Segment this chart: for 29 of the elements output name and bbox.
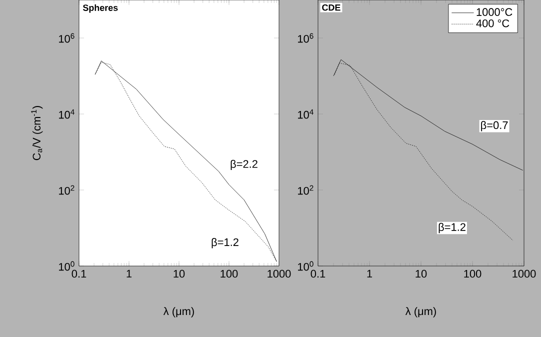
x-axis-title: λ (μm): [405, 307, 436, 318]
annotation: β=2.2: [230, 160, 258, 170]
x-tick-label: 1000: [268, 270, 291, 278]
annotation: β=0.7: [481, 121, 508, 132]
x-tick-label: 1: [126, 270, 132, 278]
y-tick-label: 10$^{4}$: [59, 109, 74, 119]
chart-title: CDE: [322, 4, 340, 11]
y-tick-label: 10$^{6}$: [59, 33, 74, 43]
annotation: β=1.2: [438, 222, 466, 234]
legend-label: 1000°C: [476, 8, 512, 16]
x-tick-label: 10: [174, 270, 185, 278]
y-axis-title: C$_{a}$/V (cm$^{-1}$): [31, 106, 43, 160]
x-tick-label: 1000: [512, 270, 536, 278]
x-tick-label: 100: [220, 270, 238, 278]
legend-label: 400 °C: [476, 19, 510, 28]
y-tick-label: 10$^{6}$: [298, 33, 314, 43]
x-tick-label: 100: [464, 270, 482, 278]
x-tick-label: 0.1: [72, 270, 86, 278]
annotation: β=1.2: [212, 238, 238, 248]
y-tick-label: 10$^{2}$: [59, 185, 74, 195]
y-tick-label: 10$^{2}$: [298, 185, 314, 195]
x-tick-label: 1: [367, 270, 372, 278]
x-axis-title: λ (μm): [163, 307, 194, 318]
y-tick-label: 10$^{0}$: [59, 261, 74, 271]
y-tick-label: 10$^{4}$: [298, 109, 314, 119]
chart-title: Spheres: [82, 4, 118, 13]
y-tick-label: 10$^{0}$: [298, 261, 314, 271]
x-tick-label: 10: [416, 270, 427, 278]
x-tick-label: 0.1: [310, 270, 326, 278]
